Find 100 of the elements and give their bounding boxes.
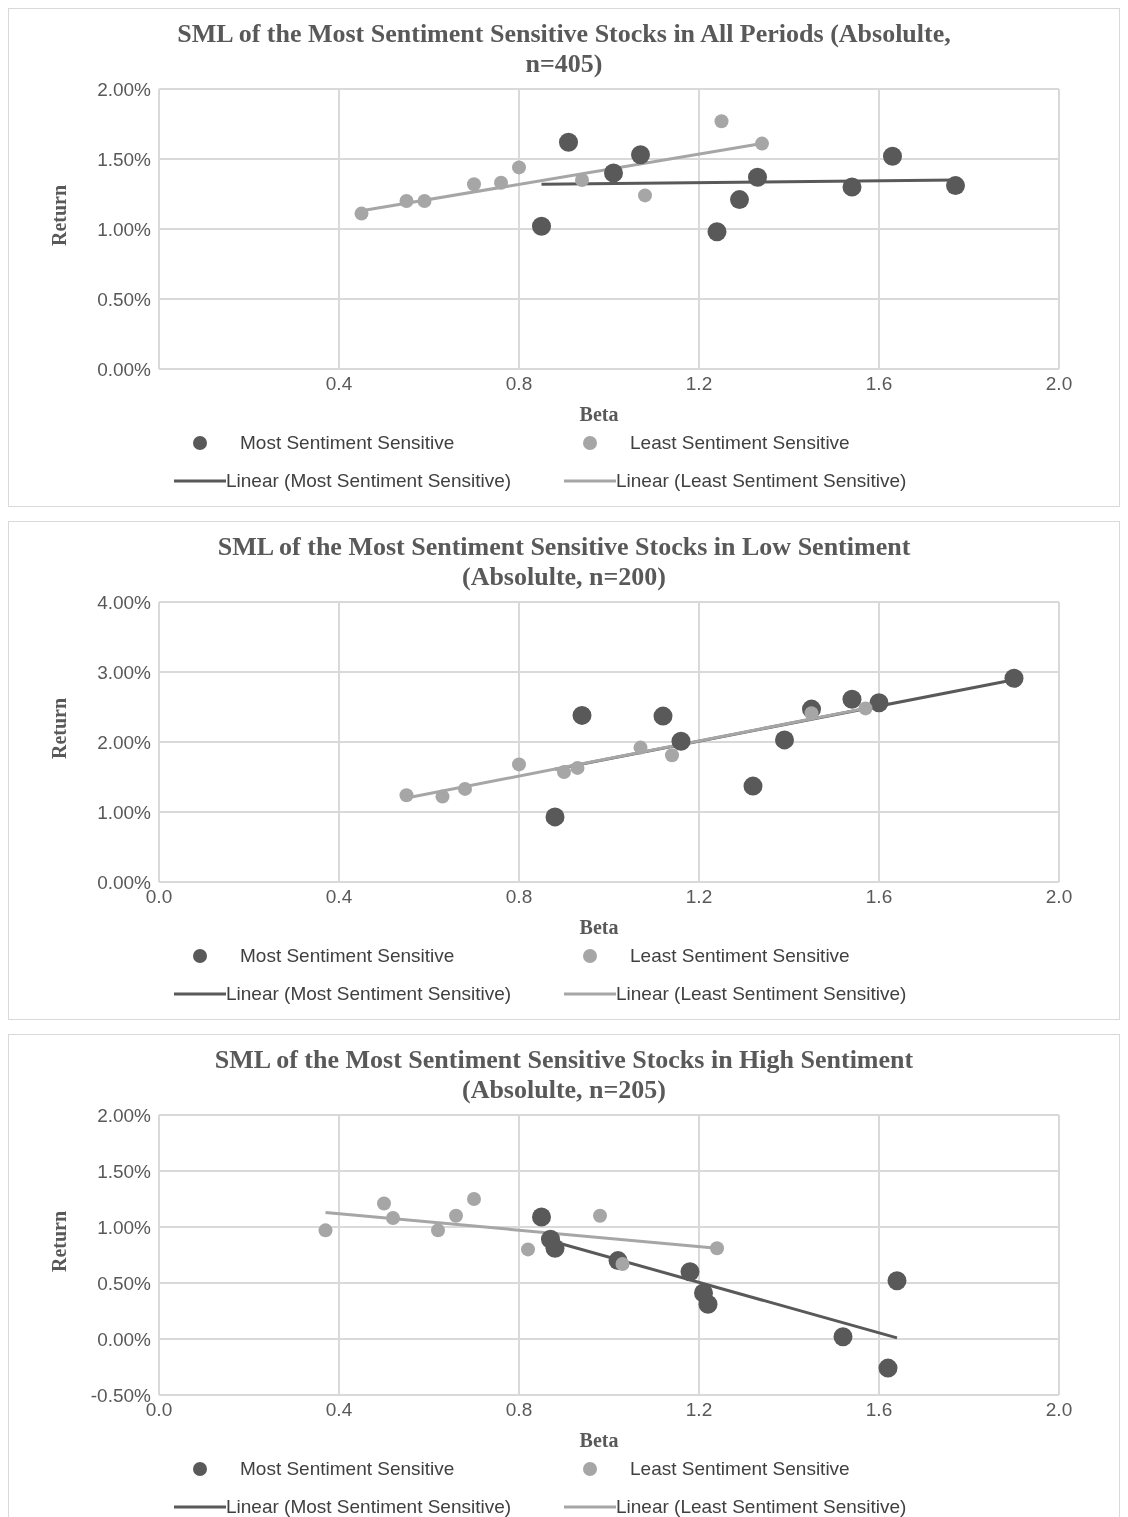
- point: [399, 788, 414, 803]
- x-tick-label: 1.6: [865, 373, 893, 395]
- point: [714, 114, 729, 129]
- point: [707, 222, 727, 242]
- y-tick-label: 1.50%: [97, 1160, 152, 1182]
- point: [570, 760, 585, 775]
- y-tick-label: 3.00%: [97, 661, 152, 683]
- legend-label: Most Sentiment Sensitive: [240, 1458, 455, 1480]
- point: [449, 1208, 463, 1223]
- point: [680, 1262, 700, 1282]
- y-tick-label: 1.00%: [97, 801, 152, 823]
- point: [399, 194, 414, 208]
- x-axis-title: Beta: [578, 403, 620, 426]
- legend-label: Most Sentiment Sensitive: [240, 432, 455, 454]
- y-tick-label: 0.50%: [97, 288, 152, 310]
- point: [869, 693, 889, 713]
- y-tick-label: 1.50%: [97, 148, 152, 170]
- point: [730, 190, 749, 210]
- point: [878, 1358, 898, 1378]
- x-tick-label: 2.0: [1045, 886, 1073, 908]
- point: [575, 173, 589, 187]
- y-axis-title: Return: [47, 697, 71, 760]
- x-tick-label: 1.6: [865, 1399, 893, 1421]
- x-tick-label: 0.8: [505, 1399, 533, 1421]
- point: [435, 789, 450, 804]
- chart-title: SML of the Most Sentiment Sensitive Stocks in All Periods (Absolulte, n=405): [176, 19, 952, 79]
- x-tick-label: 2.0: [1045, 1399, 1073, 1421]
- x-tick-label: 0.4: [325, 373, 353, 395]
- x-tick-label: 1.2: [685, 373, 713, 395]
- point: [743, 776, 763, 796]
- y-tick-label: 2.00%: [97, 731, 152, 753]
- legend-label: Most Sentiment Sensitive: [240, 945, 455, 967]
- point: [946, 176, 965, 196]
- point: [354, 206, 369, 221]
- point: [545, 807, 565, 827]
- y-tick-label: 2.00%: [97, 1104, 152, 1126]
- x-tick-label: 1.6: [865, 886, 893, 908]
- point: [633, 740, 648, 755]
- y-tick-label: 1.00%: [97, 218, 152, 240]
- x-axis-title: Beta: [578, 1429, 620, 1452]
- point: [604, 163, 623, 183]
- point: [512, 757, 526, 772]
- point: [665, 748, 679, 763]
- point: [572, 705, 592, 725]
- x-axis-title: Beta: [578, 916, 620, 939]
- point: [377, 1196, 391, 1211]
- point: [545, 1238, 565, 1258]
- legend-label: Linear (Most Sentiment Sensitive): [226, 1496, 512, 1517]
- point: [833, 1327, 853, 1347]
- legend-label: Linear (Most Sentiment Sensitive): [226, 983, 512, 1005]
- point: [532, 1207, 551, 1227]
- point: [386, 1211, 400, 1226]
- legend-label: Linear (Least Sentiment Sensitive): [616, 983, 907, 1005]
- point: [858, 701, 873, 716]
- point: [710, 1241, 724, 1256]
- x-tick-label: 0.8: [505, 373, 533, 395]
- y-axis-title: Return: [47, 184, 71, 247]
- point: [671, 731, 691, 751]
- legend-label: Least Sentiment Sensitive: [630, 432, 850, 454]
- point: [532, 216, 551, 236]
- point: [467, 1192, 481, 1206]
- point: [494, 175, 508, 190]
- y-axis-title: Return: [47, 1210, 71, 1273]
- point: [559, 132, 578, 152]
- point: [755, 136, 769, 151]
- y-tick-label: 2.00%: [97, 78, 152, 100]
- x-tick-label: 2.0: [1045, 373, 1073, 395]
- point: [467, 177, 481, 192]
- chart-title: SML of the Most Sentiment Sensitive Stocks in High Sentiment (Absolulte, n=205): [213, 1045, 915, 1105]
- y-tick-label: 0.50%: [97, 1272, 152, 1294]
- point: [593, 1208, 607, 1223]
- y-tick-label: 0.00%: [97, 1328, 152, 1350]
- point: [887, 1271, 907, 1291]
- point: [842, 689, 862, 709]
- point: [1004, 668, 1024, 688]
- y-tick-label: 1.00%: [97, 1216, 152, 1238]
- point: [748, 167, 767, 187]
- point: [557, 765, 571, 780]
- x-tick-label: 1.2: [685, 886, 713, 908]
- point: [804, 706, 819, 721]
- point: [883, 146, 902, 166]
- point: [653, 706, 673, 726]
- point: [631, 145, 650, 165]
- chart-title: SML of the Most Sentiment Sensitive Stocks in Low Sentiment (Absolulte, n=200): [216, 532, 912, 592]
- x-tick-label: 0.4: [325, 886, 353, 908]
- y-tick-label: 4.00%: [97, 591, 152, 613]
- point: [638, 188, 652, 203]
- legend-label: Least Sentiment Sensitive: [630, 945, 850, 967]
- point: [318, 1223, 333, 1238]
- x-tick-label: 0.4: [325, 1399, 353, 1421]
- legend-label: Linear (Least Sentiment Sensitive): [616, 1496, 907, 1517]
- point: [775, 730, 794, 750]
- point: [417, 194, 432, 208]
- point: [512, 160, 526, 175]
- point: [521, 1242, 535, 1257]
- legend-label: Least Sentiment Sensitive: [630, 1458, 850, 1480]
- legend-label: Linear (Most Sentiment Sensitive): [226, 470, 512, 492]
- y-tick-label: 0.00%: [97, 358, 152, 380]
- legend-label: Linear (Least Sentiment Sensitive): [616, 470, 907, 492]
- point: [431, 1223, 445, 1238]
